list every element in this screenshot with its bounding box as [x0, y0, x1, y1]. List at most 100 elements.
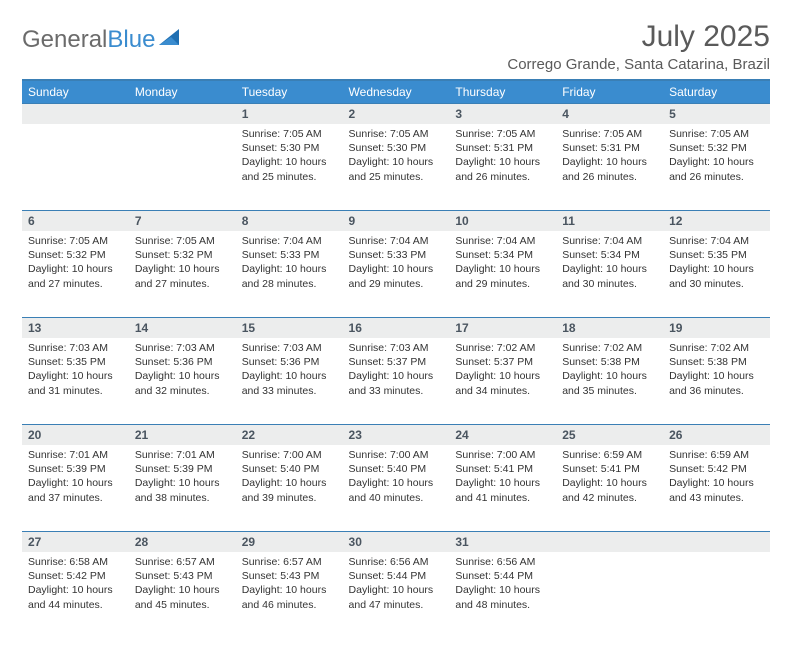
day-cell: Sunrise: 6:57 AMSunset: 5:43 PMDaylight:… — [236, 552, 343, 638]
sunset-text: Sunset: 5:35 PM — [28, 355, 123, 369]
day-cell: Sunrise: 7:05 AMSunset: 5:30 PMDaylight:… — [236, 124, 343, 210]
day-details: Sunrise: 7:02 AMSunset: 5:37 PMDaylight:… — [449, 338, 556, 404]
day-number: 7 — [129, 210, 236, 231]
sunrise-text: Sunrise: 7:03 AM — [135, 341, 230, 355]
page-header: GeneralBlue July 2025 Corrego Grande, Sa… — [22, 20, 770, 73]
daynum-cell: 26 — [663, 424, 770, 445]
sunrise-text: Sunrise: 7:05 AM — [455, 127, 550, 141]
day-cell: Sunrise: 7:04 AMSunset: 5:34 PMDaylight:… — [449, 231, 556, 317]
daynum-cell: 7 — [129, 210, 236, 231]
daylight-text-2: and 48 minutes. — [455, 598, 550, 612]
daylight-text-2: and 34 minutes. — [455, 384, 550, 398]
daylight-text-2: and 28 minutes. — [242, 277, 337, 291]
daynum-cell: 13 — [22, 317, 129, 338]
day-details: Sunrise: 6:59 AMSunset: 5:42 PMDaylight:… — [663, 445, 770, 511]
day-number: 8 — [236, 210, 343, 231]
daynum-cell: 8 — [236, 210, 343, 231]
sunrise-text: Sunrise: 7:04 AM — [242, 234, 337, 248]
daynum-cell: 16 — [343, 317, 450, 338]
daylight-text-1: Daylight: 10 hours — [242, 262, 337, 276]
day-details: Sunrise: 7:02 AMSunset: 5:38 PMDaylight:… — [556, 338, 663, 404]
daylight-text-1: Daylight: 10 hours — [455, 476, 550, 490]
day-cell: Sunrise: 7:00 AMSunset: 5:41 PMDaylight:… — [449, 445, 556, 531]
daylight-text-2: and 45 minutes. — [135, 598, 230, 612]
daylight-text-1: Daylight: 10 hours — [135, 476, 230, 490]
title-block: July 2025 Corrego Grande, Santa Catarina… — [507, 20, 770, 73]
day-cell: Sunrise: 7:01 AMSunset: 5:39 PMDaylight:… — [22, 445, 129, 531]
sunset-text: Sunset: 5:44 PM — [455, 569, 550, 583]
day-content-row: Sunrise: 7:01 AMSunset: 5:39 PMDaylight:… — [22, 445, 770, 531]
day-number: 5 — [663, 103, 770, 124]
day-details: Sunrise: 6:58 AMSunset: 5:42 PMDaylight:… — [22, 552, 129, 618]
day-cell — [556, 552, 663, 638]
day-number: 10 — [449, 210, 556, 231]
day-number: 13 — [22, 317, 129, 338]
day-number — [22, 103, 129, 124]
daylight-text-2: and 31 minutes. — [28, 384, 123, 398]
daylight-text-1: Daylight: 10 hours — [242, 369, 337, 383]
daynum-cell: 15 — [236, 317, 343, 338]
daylight-text-1: Daylight: 10 hours — [349, 476, 444, 490]
day-cell: Sunrise: 7:04 AMSunset: 5:34 PMDaylight:… — [556, 231, 663, 317]
day-cell — [22, 124, 129, 210]
day-cell — [129, 124, 236, 210]
day-number: 18 — [556, 317, 663, 338]
daylight-text-1: Daylight: 10 hours — [562, 155, 657, 169]
daynum-cell: 11 — [556, 210, 663, 231]
day-details: Sunrise: 7:03 AMSunset: 5:37 PMDaylight:… — [343, 338, 450, 404]
daylight-text-2: and 35 minutes. — [562, 384, 657, 398]
day-cell: Sunrise: 7:00 AMSunset: 5:40 PMDaylight:… — [236, 445, 343, 531]
daylight-text-2: and 44 minutes. — [28, 598, 123, 612]
daynum-cell: 9 — [343, 210, 450, 231]
daynum-cell: 14 — [129, 317, 236, 338]
day-details: Sunrise: 7:00 AMSunset: 5:40 PMDaylight:… — [236, 445, 343, 511]
daynum-cell: 27 — [22, 531, 129, 552]
day-cell: Sunrise: 6:56 AMSunset: 5:44 PMDaylight:… — [343, 552, 450, 638]
day-number: 9 — [343, 210, 450, 231]
day-details: Sunrise: 7:01 AMSunset: 5:39 PMDaylight:… — [129, 445, 236, 511]
day-number: 25 — [556, 424, 663, 445]
daylight-text-1: Daylight: 10 hours — [562, 369, 657, 383]
daylight-text-2: and 40 minutes. — [349, 491, 444, 505]
sunrise-text: Sunrise: 7:05 AM — [349, 127, 444, 141]
day-cell: Sunrise: 6:58 AMSunset: 5:42 PMDaylight:… — [22, 552, 129, 638]
sunrise-text: Sunrise: 7:04 AM — [669, 234, 764, 248]
day-number: 22 — [236, 424, 343, 445]
daylight-text-2: and 27 minutes. — [135, 277, 230, 291]
sunrise-text: Sunrise: 6:56 AM — [349, 555, 444, 569]
day-number: 27 — [22, 531, 129, 552]
daylight-text-1: Daylight: 10 hours — [349, 369, 444, 383]
sail-icon — [157, 27, 181, 47]
day-cell: Sunrise: 7:05 AMSunset: 5:31 PMDaylight:… — [449, 124, 556, 210]
weekday-header-row: Sunday Monday Tuesday Wednesday Thursday… — [22, 80, 770, 103]
day-details: Sunrise: 7:04 AMSunset: 5:33 PMDaylight:… — [236, 231, 343, 297]
daylight-text-1: Daylight: 10 hours — [669, 262, 764, 276]
daylight-text-2: and 29 minutes. — [349, 277, 444, 291]
daylight-text-1: Daylight: 10 hours — [562, 476, 657, 490]
day-details: Sunrise: 7:05 AMSunset: 5:31 PMDaylight:… — [556, 124, 663, 190]
daylight-text-2: and 26 minutes. — [669, 170, 764, 184]
day-details: Sunrise: 7:04 AMSunset: 5:35 PMDaylight:… — [663, 231, 770, 297]
sunset-text: Sunset: 5:35 PM — [669, 248, 764, 262]
day-details: Sunrise: 6:56 AMSunset: 5:44 PMDaylight:… — [449, 552, 556, 618]
sunset-text: Sunset: 5:42 PM — [28, 569, 123, 583]
daynum-cell: 21 — [129, 424, 236, 445]
daynum-cell: 4 — [556, 103, 663, 124]
sunrise-text: Sunrise: 7:04 AM — [562, 234, 657, 248]
day-number: 11 — [556, 210, 663, 231]
day-content-row: Sunrise: 7:03 AMSunset: 5:35 PMDaylight:… — [22, 338, 770, 424]
daynum-cell — [129, 103, 236, 124]
sunrise-text: Sunrise: 7:05 AM — [242, 127, 337, 141]
sunrise-text: Sunrise: 7:04 AM — [455, 234, 550, 248]
day-cell: Sunrise: 7:03 AMSunset: 5:36 PMDaylight:… — [236, 338, 343, 424]
daylight-text-1: Daylight: 10 hours — [455, 369, 550, 383]
daynum-cell: 5 — [663, 103, 770, 124]
sunset-text: Sunset: 5:32 PM — [28, 248, 123, 262]
day-details: Sunrise: 7:05 AMSunset: 5:31 PMDaylight:… — [449, 124, 556, 190]
daylight-text-2: and 37 minutes. — [28, 491, 123, 505]
sunset-text: Sunset: 5:32 PM — [135, 248, 230, 262]
day-number: 26 — [663, 424, 770, 445]
sunset-text: Sunset: 5:44 PM — [349, 569, 444, 583]
sunrise-text: Sunrise: 7:03 AM — [28, 341, 123, 355]
day-details: Sunrise: 7:03 AMSunset: 5:35 PMDaylight:… — [22, 338, 129, 404]
